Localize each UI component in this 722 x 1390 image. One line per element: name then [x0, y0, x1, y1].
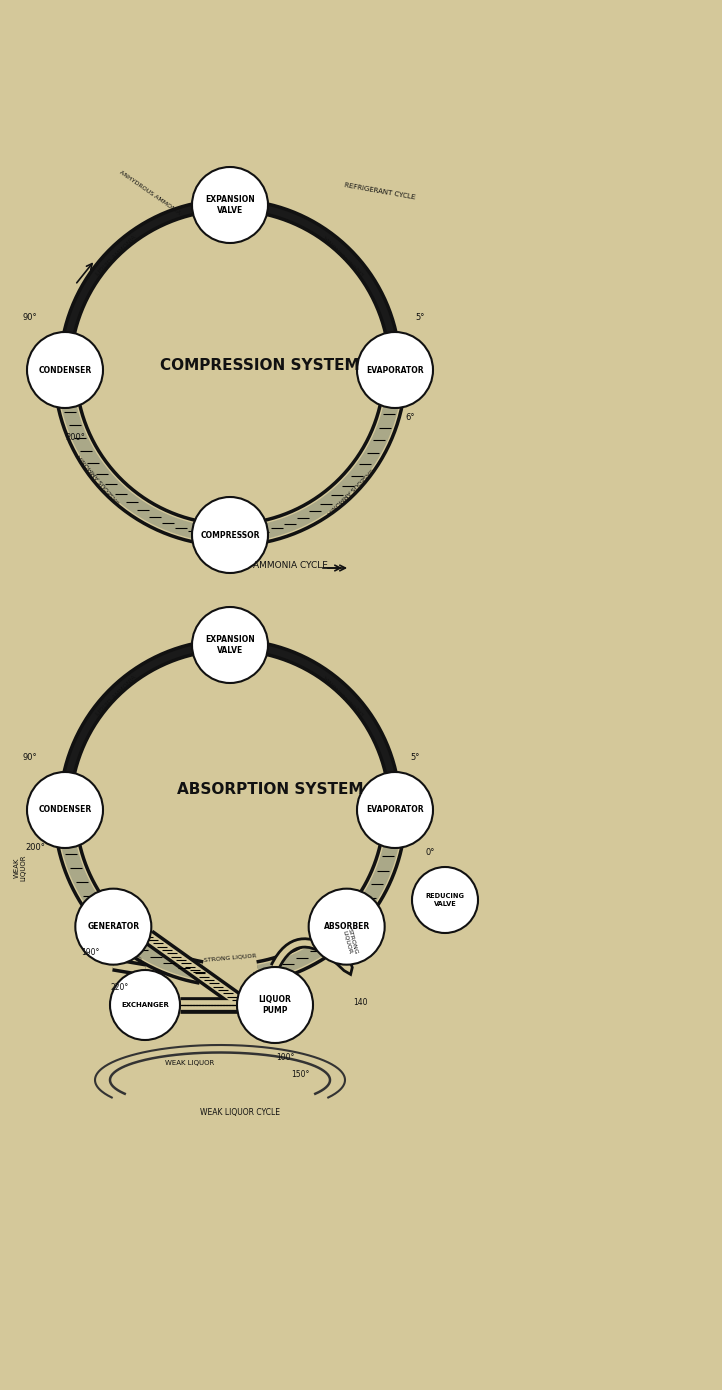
Circle shape [237, 967, 313, 1042]
Text: EXPANSION
VALVE: EXPANSION VALVE [205, 196, 255, 214]
Text: WEAK
LIQUOR: WEAK LIQUOR [14, 855, 27, 881]
Circle shape [192, 167, 268, 243]
Text: 90°: 90° [22, 313, 38, 322]
Text: LIQUID AMMONIA: LIQUID AMMONIA [95, 235, 136, 277]
Circle shape [192, 498, 268, 573]
Text: STRONG
LIQUOR: STRONG LIQUOR [342, 927, 359, 956]
Text: WEAK LIQUOR: WEAK LIQUOR [165, 1061, 214, 1066]
Text: 200°: 200° [25, 842, 45, 852]
Text: GASEOUS AMMONIA: GASEOUS AMMONIA [77, 453, 122, 505]
Text: 0°: 0° [425, 848, 435, 858]
Text: 220°: 220° [111, 983, 129, 992]
Circle shape [309, 888, 385, 965]
Circle shape [357, 332, 433, 409]
Circle shape [357, 771, 433, 848]
Text: REFRIGERANT CYCLE: REFRIGERANT CYCLE [344, 182, 416, 202]
Text: ABSORBER: ABSORBER [323, 922, 370, 931]
Text: CONDENSER: CONDENSER [38, 805, 92, 815]
Text: LIQUID AMMONIA: LIQUID AMMONIA [95, 674, 136, 716]
Text: COMPRESSION SYSTEM: COMPRESSION SYSTEM [160, 357, 360, 373]
Text: 140: 140 [353, 998, 367, 1006]
Text: 5°: 5° [410, 753, 419, 762]
Text: 200°: 200° [65, 434, 85, 442]
Text: LIQUID AMMONIA: LIQUID AMMONIA [323, 674, 365, 716]
Text: EVAPORATOR: EVAPORATOR [366, 805, 424, 815]
Text: ANHYDROUS AMMONIA: ANHYDROUS AMMONIA [118, 170, 181, 215]
Circle shape [192, 607, 268, 682]
Text: ABSORPTION SYSTEM: ABSORPTION SYSTEM [177, 783, 363, 798]
Text: GASEOUS AMMONIA: GASEOUS AMMONIA [98, 920, 144, 960]
Text: WEAK LIQUOR CYCLE: WEAK LIQUOR CYCLE [200, 1108, 280, 1118]
Text: GASEOUS AMMONIA: GASEOUS AMMONIA [329, 909, 371, 952]
Text: 6°: 6° [405, 413, 414, 423]
Text: LIQUOR
PUMP: LIQUOR PUMP [258, 995, 292, 1015]
Circle shape [110, 970, 180, 1040]
Text: EVAPORATOR: EVAPORATOR [366, 366, 424, 374]
Text: COMPRESSOR: COMPRESSOR [200, 531, 260, 539]
Text: LIQUID AMMONIA: LIQUID AMMONIA [323, 235, 365, 277]
Circle shape [27, 771, 103, 848]
Text: AMMONIA CYCLE: AMMONIA CYCLE [253, 562, 328, 570]
Text: CONDENSER: CONDENSER [38, 366, 92, 374]
Text: EXPANSION
VALVE: EXPANSION VALVE [205, 635, 255, 655]
Text: 5°: 5° [415, 313, 425, 322]
Circle shape [412, 867, 478, 933]
Circle shape [75, 888, 152, 965]
Text: REDUCING
VALVE: REDUCING VALVE [425, 894, 464, 906]
Text: EXCHANGER: EXCHANGER [121, 1002, 169, 1008]
Circle shape [27, 332, 103, 409]
Text: STRONG LIQUOR: STRONG LIQUOR [204, 954, 256, 963]
Text: 100°: 100° [276, 1054, 294, 1062]
Text: 150°: 150° [291, 1070, 309, 1079]
Text: 190°: 190° [81, 948, 99, 956]
Text: GASEOUS AMMONIA: GASEOUS AMMONIA [326, 466, 374, 514]
Text: GENERATOR: GENERATOR [87, 922, 139, 931]
Text: 90°: 90° [22, 753, 38, 762]
